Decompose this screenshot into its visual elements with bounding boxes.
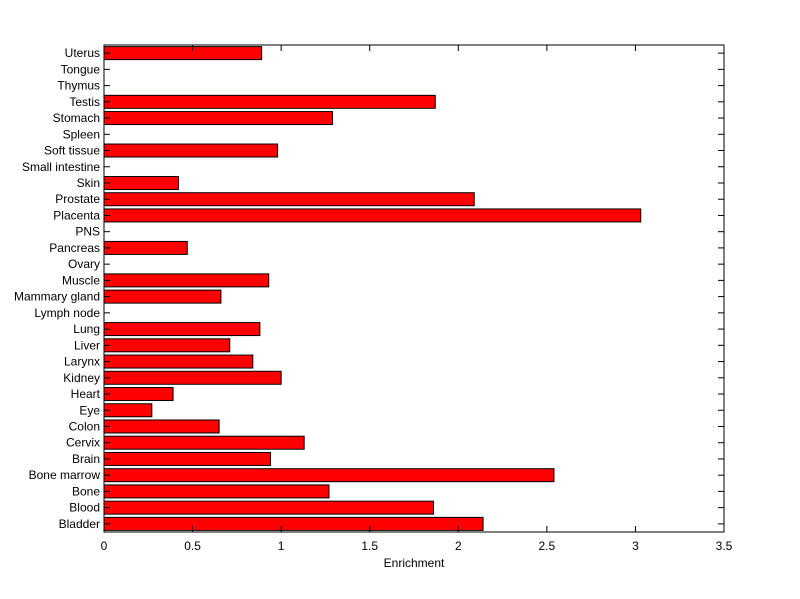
bar-colon bbox=[103, 419, 220, 434]
bar-liver bbox=[103, 338, 231, 353]
y-tick-label: Spleen bbox=[63, 127, 100, 141]
bar-stomach bbox=[103, 111, 334, 126]
x-tick-label: 0.5 bbox=[184, 539, 201, 553]
y-tick-label: Thymus bbox=[57, 79, 100, 93]
bar-eye bbox=[103, 403, 153, 418]
x-tick-label: 2 bbox=[455, 539, 462, 553]
bar-soft-tissue bbox=[103, 143, 279, 158]
y-tick-label: Tongue bbox=[61, 62, 101, 76]
bar-testis bbox=[103, 94, 436, 109]
y-tick-label: Ovary bbox=[68, 257, 100, 271]
y-tick-label: Soft tissue bbox=[44, 144, 100, 158]
bar-bone bbox=[103, 484, 330, 499]
y-tick-label: Placenta bbox=[53, 208, 100, 222]
bar-pancreas bbox=[103, 240, 188, 255]
x-axis-title: Enrichment bbox=[384, 556, 445, 570]
y-tick-label: PNS bbox=[75, 225, 100, 239]
y-tick-label: Stomach bbox=[53, 111, 100, 125]
bar-muscle bbox=[103, 273, 270, 288]
y-tick-label: Bone bbox=[72, 484, 100, 498]
bar-uterus bbox=[103, 46, 263, 61]
x-tick-label: 2.5 bbox=[539, 539, 556, 553]
bar-skin bbox=[103, 175, 179, 190]
bar-kidney bbox=[103, 370, 282, 385]
bar-heart bbox=[103, 387, 174, 402]
y-tick-label: Bone marrow bbox=[29, 468, 101, 482]
x-tick-label: 1 bbox=[278, 539, 285, 553]
y-tick-label: Mammary gland bbox=[14, 290, 100, 304]
bar-blood bbox=[103, 500, 434, 515]
y-tick-label: Kidney bbox=[63, 371, 100, 385]
y-tick-label: Prostate bbox=[55, 192, 100, 206]
y-tick-label: Lung bbox=[73, 322, 100, 336]
y-tick-label: Pancreas bbox=[49, 241, 100, 255]
y-tick-label: Colon bbox=[69, 419, 100, 433]
x-tick-label: 1.5 bbox=[361, 539, 378, 553]
y-tick-label: Larynx bbox=[64, 355, 100, 369]
y-tick-label: Small intestine bbox=[22, 160, 100, 174]
y-tick-label: Liver bbox=[74, 338, 100, 352]
y-tick-labels: Bladder Blood Bone Bone marrow Brain Cervix Co… bbox=[14, 46, 101, 531]
y-tick-label: Brain bbox=[72, 452, 100, 466]
x-tick-labels: 0 0.5 1 1.5 2 2.5 3 3.5 bbox=[101, 539, 733, 553]
bar-placenta bbox=[103, 208, 642, 223]
bar-brain bbox=[103, 451, 272, 466]
bar-larynx bbox=[103, 354, 254, 369]
y-tick-label: Uterus bbox=[65, 46, 100, 60]
y-tick-label: Bladder bbox=[59, 517, 100, 531]
y-tick-label: Heart bbox=[71, 387, 101, 401]
y-tick-label: Blood bbox=[69, 501, 100, 515]
x-tick-label: 3 bbox=[632, 539, 639, 553]
plot-frame bbox=[103, 44, 725, 533]
y-tick-label: Lymph node bbox=[34, 306, 100, 320]
x-tick-label: 0 bbox=[101, 539, 108, 553]
bar-bladder bbox=[103, 516, 484, 531]
y-tick-label: Eye bbox=[79, 403, 100, 417]
x-tick-label: 3.5 bbox=[716, 539, 733, 553]
bar-lung bbox=[103, 322, 261, 337]
y-tick-label: Skin bbox=[77, 176, 100, 190]
bar-mammary-gland bbox=[103, 289, 222, 304]
y-tick-label: Testis bbox=[69, 95, 100, 109]
bar-bone-marrow bbox=[103, 468, 555, 483]
y-tick-label: Cervix bbox=[66, 436, 100, 450]
bar-cervix bbox=[103, 435, 305, 450]
ticks-group bbox=[103, 45, 725, 532]
bar-prostate bbox=[103, 192, 475, 207]
y-tick-label: Muscle bbox=[62, 273, 100, 287]
